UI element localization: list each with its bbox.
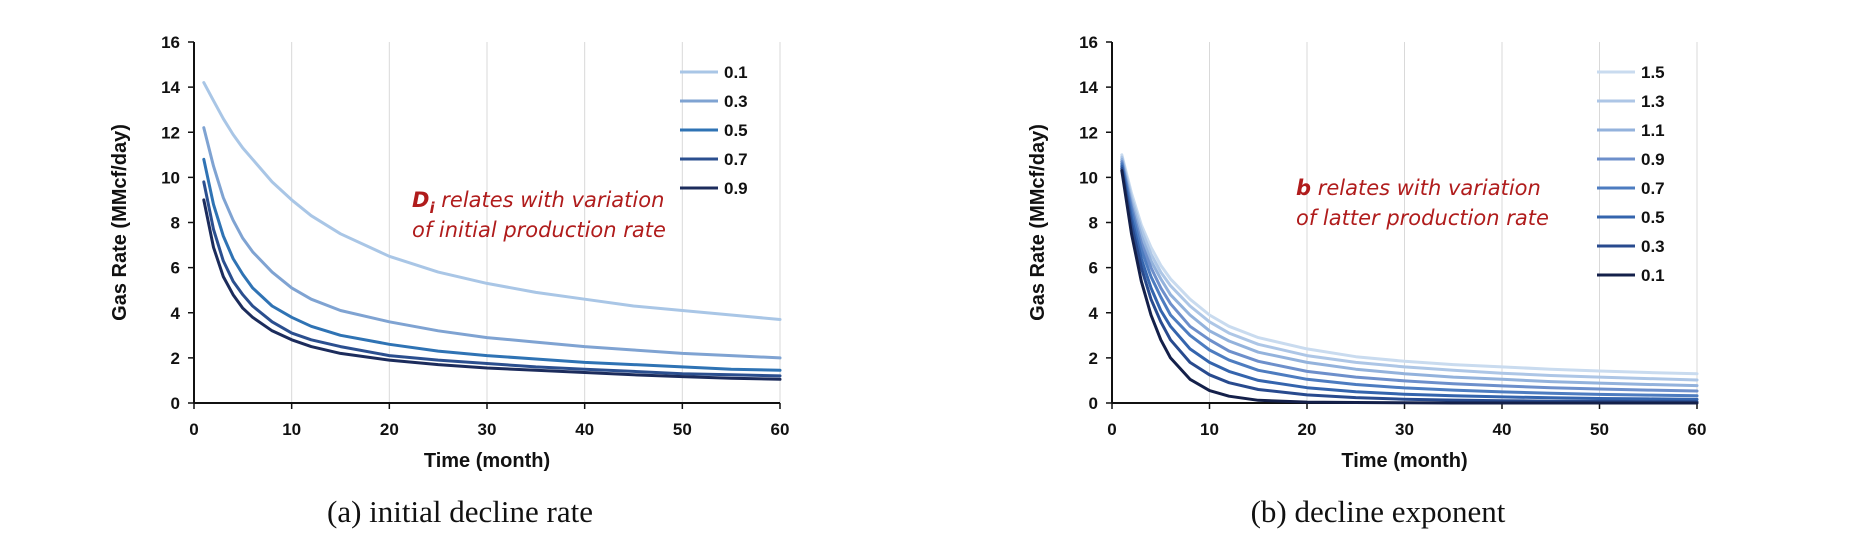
x-tick-label: 60 [771, 420, 790, 439]
legend-label: 0.9 [724, 179, 748, 198]
series-line-1_3 [1120, 155, 1699, 382]
series-line-0_5 [1120, 164, 1699, 401]
annotation-text: relates with variation [1311, 176, 1541, 200]
legend: 0.1 0.3 0.5 0.7 0.9 [680, 63, 748, 198]
x-axis-title: Time (month) [424, 450, 550, 472]
legend-label: 1.5 [1641, 63, 1665, 82]
y-tick-label: 14 [161, 78, 180, 97]
legend-label: 0.5 [724, 121, 748, 140]
x-tick-label: 10 [1200, 420, 1219, 439]
annotation-line-2: of initial production rate [412, 218, 666, 242]
series-line-0_3 [1120, 166, 1699, 404]
x-tick-label: 20 [380, 420, 399, 439]
series-line-0_1 [1120, 169, 1699, 405]
y-tick-label: 8 [171, 214, 180, 233]
series-line-0_1 [202, 81, 782, 321]
series-line-0_3 [202, 126, 782, 360]
series-line-1_5 [1120, 153, 1699, 376]
y-tick-label: 4 [171, 304, 181, 323]
legend: 1.5 1.3 1.1 0.9 0.7 0.5 0.3 0.1 [1597, 63, 1665, 285]
series-line-0_9 [202, 198, 782, 381]
y-axis-title: Gas Rate (MMcf/day) [1027, 124, 1049, 321]
legend-label: 0.1 [1641, 266, 1665, 285]
y-tick-label: 12 [161, 123, 180, 142]
annotation-text: relates with variation [435, 188, 665, 212]
x-tick-label: 30 [1395, 420, 1414, 439]
annotation-symbol: D [412, 188, 429, 212]
x-tick-label: 10 [282, 420, 301, 439]
x-tick-label: 60 [1688, 420, 1707, 439]
series-line-0_5 [202, 157, 782, 372]
y-axis-title: Gas Rate (MMcf/day) [109, 124, 131, 321]
x-tick-label: 50 [673, 420, 692, 439]
series-line-0_9 [1120, 160, 1699, 393]
x-tick-label: 40 [575, 420, 594, 439]
x-tick-label: 20 [1298, 420, 1317, 439]
y-tick-label: 14 [1079, 78, 1098, 97]
annotation-subscript: i [429, 199, 435, 217]
figure-caption: (b) decline exponent [1251, 494, 1506, 529]
y-tick-label: 12 [1079, 123, 1098, 142]
annotation-symbol: b [1296, 176, 1311, 200]
y-tick-label: 2 [1089, 349, 1098, 368]
legend-label: 0.7 [1641, 179, 1665, 198]
y-tick-label: 16 [161, 33, 180, 52]
y-tick-label: 6 [171, 259, 180, 278]
y-tick-label: 16 [1079, 33, 1098, 52]
legend-label: 1.1 [1641, 121, 1665, 140]
x-axis-title: Time (month) [1341, 450, 1467, 472]
y-tick-label: 10 [1079, 168, 1098, 187]
chart-panel-decline-exponent: 0 10 20 30 40 50 60 0 2 4 6 8 10 12 14 16 Time (month) Ga… [1027, 33, 1706, 529]
y-tick-label: 8 [1089, 214, 1098, 233]
x-tick-label: 40 [1493, 420, 1512, 439]
y-tick-label: 0 [171, 394, 180, 413]
legend-label: 0.5 [1641, 208, 1665, 227]
legend-label: 0.9 [1641, 150, 1665, 169]
legend-label: 0.7 [724, 150, 748, 169]
y-tick-label: 10 [161, 168, 180, 187]
y-tick-label: 2 [171, 349, 180, 368]
legend-label: 0.3 [1641, 237, 1665, 256]
annotation-line-1: Di relates with variation [412, 188, 664, 217]
legend-label: 0.3 [724, 92, 748, 111]
x-tick-label: 30 [478, 420, 497, 439]
x-tick-label: 0 [189, 420, 198, 439]
y-tick-label: 4 [1089, 304, 1099, 323]
y-tick-label: 6 [1089, 259, 1098, 278]
legend-label: 1.3 [1641, 92, 1665, 111]
series-line-0_7 [202, 180, 782, 378]
annotation-line-2: of latter production rate [1296, 206, 1549, 230]
x-tick-label: 50 [1590, 420, 1609, 439]
legend-label: 0.1 [724, 63, 748, 82]
annotation-line-1: b relates with variation [1296, 176, 1541, 200]
series-line-0_7 [1120, 162, 1699, 398]
x-tick-label: 0 [1107, 420, 1116, 439]
chart-panel-initial-decline-rate: 0 10 20 30 40 50 60 0 2 4 6 8 10 12 14 16 Time (month) Ga… [109, 33, 789, 529]
y-tick-label: 0 [1089, 394, 1098, 413]
figure-caption: (a) initial decline rate [327, 494, 593, 529]
series-line-1_1 [1120, 157, 1699, 388]
